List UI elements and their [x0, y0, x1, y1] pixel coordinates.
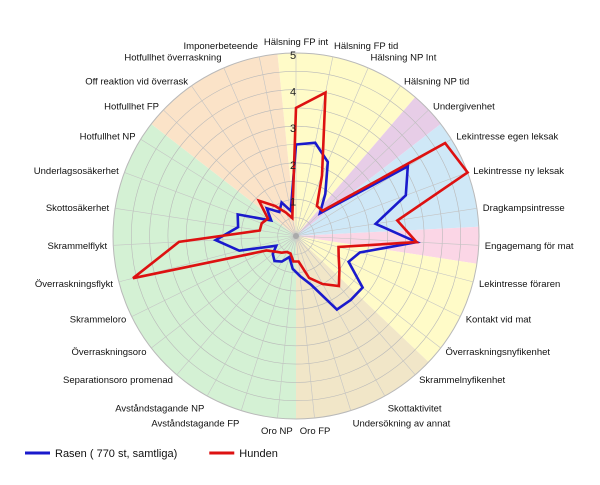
category-label-20: Överraskningsoro — [72, 347, 147, 358]
grid-spoke-27 — [163, 109, 297, 237]
tick-label-2: 2 — [290, 160, 296, 172]
grid-spoke-15 — [295, 235, 315, 419]
grid-spoke-6 — [295, 172, 468, 237]
grid-spoke-12 — [295, 235, 416, 376]
grid-spoke-7 — [295, 207, 477, 237]
tick-label-3: 3 — [290, 123, 296, 135]
category-label-28: Off reaktion vid överrask — [85, 76, 188, 87]
series-lines — [132, 90, 470, 312]
grid-spoke-21 — [131, 235, 297, 317]
category-label-25: Underlagsosäkerhet — [34, 166, 119, 177]
grid-spoke-2 — [295, 67, 369, 237]
tick-label-1: 1 — [290, 196, 296, 208]
category-label-0: Hälsning FP int — [264, 37, 329, 48]
tick-label-4: 4 — [290, 87, 296, 99]
category-label-18: Avståndstagande NP — [115, 403, 204, 414]
category-label-17: Avståndstagande FP — [151, 418, 239, 429]
category-label-16: Oro NP — [261, 426, 293, 437]
category-label-3: Hälsning NP tid — [404, 76, 469, 87]
category-label-11: Överraskningsnyfikenhet — [446, 347, 551, 358]
sector-wedge-6 — [112, 123, 297, 419]
category-label-14: Undersökning av annat — [353, 418, 451, 429]
sector-wedge-7 — [151, 53, 296, 236]
grid-spoke-25 — [124, 172, 297, 237]
category-label-26: Hotfullhet NP — [80, 132, 136, 143]
series-line-1 — [132, 90, 470, 288]
grid-spoke-1 — [295, 56, 334, 237]
legend-label-1: Hunden — [239, 448, 278, 460]
category-label-10: Kontakt vid mat — [466, 315, 532, 326]
category-label-1: Hälsning FP tid — [334, 41, 398, 52]
category-label-27: Hotfullhet FP — [104, 101, 159, 112]
grid-spoke-3 — [295, 85, 401, 237]
grid-spoke-14 — [295, 235, 352, 411]
grid-spoke-8 — [295, 235, 479, 246]
sector-wedge-5 — [296, 236, 429, 419]
grid-spoke-17 — [240, 235, 297, 411]
legend: Rasen ( 770 st, samtliga) Hunden — [25, 448, 278, 460]
sector-wedge-2 — [296, 123, 479, 236]
grid-spoke-19 — [176, 235, 297, 376]
category-label-19: Separationsoro promenad — [63, 375, 173, 386]
grid-spoke-29 — [223, 67, 297, 237]
category-label-4: Undergivenhet — [433, 101, 495, 112]
category-label-21: Skrammeloro — [70, 315, 127, 326]
grid-spoke-11 — [295, 235, 441, 349]
center-dot — [293, 233, 299, 239]
grid-spoke-24 — [115, 207, 297, 237]
grid-spoke-23 — [113, 235, 297, 246]
category-label-29: Hotfullhet överraskning — [124, 52, 221, 63]
category-label-12: Skrammelnyfikenhet — [419, 375, 505, 386]
grid-spoke-30 — [258, 56, 297, 237]
category-label-6: Lekintresse ny leksak — [473, 166, 564, 177]
legend-label-0: Rasen ( 770 st, samtliga) — [55, 448, 177, 460]
category-label-13: Skottaktivitet — [388, 403, 442, 414]
category-label-30: Imponerbeteende — [184, 41, 258, 52]
category-label-2: Hälsning NP Int — [371, 52, 437, 63]
category-label-8: Engagemang för mat — [485, 241, 574, 252]
grid-spoke-10 — [295, 235, 461, 317]
category-label-9: Lekintresse föraren — [479, 279, 560, 290]
tick-label-5: 5 — [290, 50, 296, 62]
category-label-5: Lekintresse egen leksak — [456, 132, 558, 143]
category-label-23: Skrammelflykt — [48, 241, 108, 252]
category-label-15: Oro FP — [300, 426, 331, 437]
radial-tick-labels: 1 2 3 4 5 — [290, 50, 296, 208]
grid-spoke-13 — [295, 235, 386, 397]
category-label-22: Överraskningsflykt — [35, 279, 113, 290]
category-label-24: Skottosäkerhet — [46, 203, 110, 214]
category-label-7: Dragkampsintresse — [483, 203, 565, 214]
grid-spoke-9 — [295, 235, 474, 283]
